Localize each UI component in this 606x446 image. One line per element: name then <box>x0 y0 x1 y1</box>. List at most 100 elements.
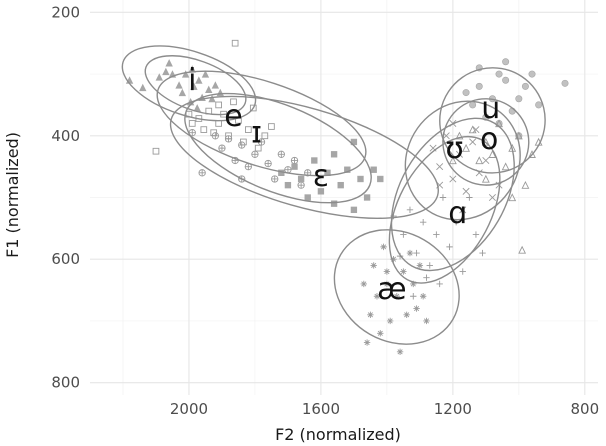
data-point <box>249 104 257 112</box>
data-point <box>264 159 272 168</box>
data-point <box>488 150 497 158</box>
x-tick-label: 1600 <box>302 400 340 418</box>
data-point <box>251 150 259 158</box>
data-point <box>448 156 457 165</box>
data-point <box>211 81 220 89</box>
data-point <box>377 330 384 337</box>
data-point <box>190 82 198 90</box>
data-point <box>178 88 187 97</box>
data-point <box>462 187 470 195</box>
data-point <box>413 305 420 312</box>
data-point <box>469 138 477 146</box>
data-point <box>466 194 473 201</box>
data-point <box>377 175 384 183</box>
data-point <box>400 268 407 275</box>
data-point <box>561 79 569 87</box>
data-point <box>254 144 262 152</box>
data-point <box>370 262 377 269</box>
x-tick-label: 800 <box>570 400 599 418</box>
data-point <box>521 180 530 189</box>
data-point <box>459 268 466 275</box>
vowel-ellipse <box>404 100 521 221</box>
data-point <box>257 138 266 146</box>
data-point <box>245 126 252 133</box>
data-point <box>459 206 467 214</box>
data-point <box>261 132 269 140</box>
data-point <box>165 59 173 67</box>
data-point <box>481 174 490 183</box>
data-point <box>162 67 170 76</box>
x-axis-title: F2 (normalized) <box>275 425 401 444</box>
data-point <box>426 262 433 269</box>
vowel-label: ɪ <box>251 116 262 151</box>
y-tick-label: 800 <box>51 374 80 392</box>
data-point <box>433 231 440 238</box>
data-point <box>479 249 486 257</box>
data-point <box>462 89 470 97</box>
data-point <box>155 73 163 81</box>
data-point <box>528 70 536 78</box>
data-point <box>535 101 543 109</box>
data-point <box>488 193 496 202</box>
data-point <box>363 194 371 201</box>
data-point <box>515 95 523 103</box>
vowel-label: o <box>480 122 498 157</box>
y-axis-title: F1 (normalized) <box>3 132 22 258</box>
data-point <box>201 70 210 78</box>
data-point <box>423 317 430 325</box>
data-point <box>290 156 299 165</box>
data-point <box>508 193 517 202</box>
data-point <box>406 249 414 257</box>
data-point <box>216 88 224 97</box>
data-point <box>521 82 529 90</box>
data-point <box>373 293 381 300</box>
data-point <box>455 150 463 158</box>
data-point <box>472 126 480 134</box>
data-point <box>406 206 414 214</box>
data-point <box>271 175 279 183</box>
data-point <box>386 317 394 325</box>
data-point <box>403 311 410 318</box>
data-point <box>200 126 208 133</box>
data-point <box>139 83 147 92</box>
data-point <box>297 175 305 183</box>
data-point <box>495 70 503 78</box>
data-point <box>400 231 407 238</box>
data-point <box>383 268 391 275</box>
data-point <box>218 144 226 152</box>
x-tick-label: 2000 <box>170 400 208 418</box>
data-point <box>208 94 216 103</box>
data-point <box>344 166 351 173</box>
data-point <box>175 81 183 89</box>
data-point <box>363 339 371 346</box>
data-point <box>419 293 427 300</box>
data-point <box>211 132 220 140</box>
data-point <box>380 243 387 251</box>
data-point <box>215 101 222 109</box>
vowel-ellipses <box>121 45 546 345</box>
data-point <box>205 85 213 93</box>
data-point <box>416 262 424 269</box>
data-point <box>502 76 510 84</box>
data-point <box>475 82 483 90</box>
vowel-label: i <box>188 63 196 98</box>
data-point <box>152 147 160 155</box>
data-point <box>268 123 275 130</box>
data-point <box>311 157 318 164</box>
y-tick-label: 400 <box>51 127 80 145</box>
grid-lines <box>90 0 598 395</box>
data-point <box>469 101 477 109</box>
data-point <box>317 188 325 195</box>
data-point <box>390 256 397 263</box>
vowel-ellipse <box>390 117 515 272</box>
vowel-ellipse <box>156 70 367 177</box>
data-point <box>396 348 404 355</box>
data-point <box>360 280 367 288</box>
vowel-label: u <box>481 91 500 126</box>
data-point <box>502 58 510 66</box>
data-point <box>439 194 447 201</box>
data-point <box>350 206 358 214</box>
data-point <box>224 135 233 143</box>
